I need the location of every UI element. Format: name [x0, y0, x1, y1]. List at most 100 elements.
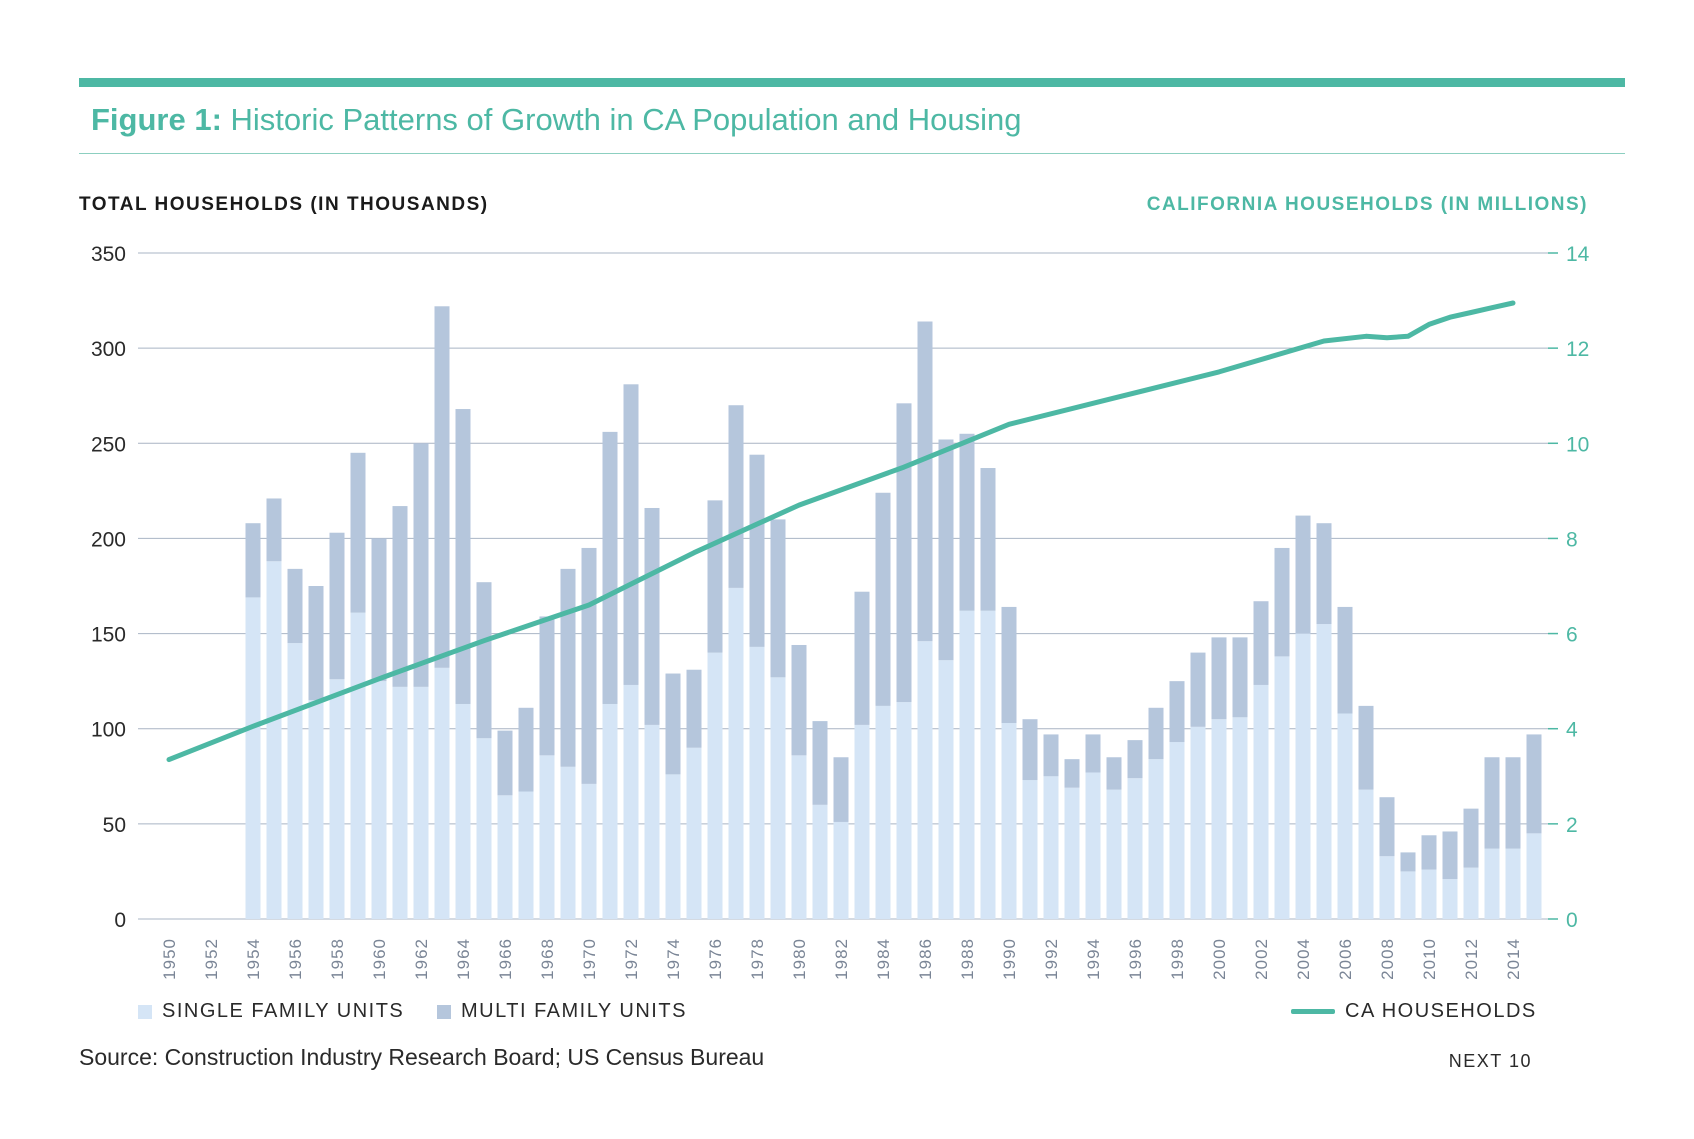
- single-family-swatch: [138, 1004, 152, 1019]
- x-tick-label: 1966: [496, 938, 515, 980]
- bar-single-family: [980, 610, 996, 919]
- bar-multi-family: [812, 721, 828, 805]
- bar-multi-family: [1169, 681, 1185, 743]
- bar-single-family: [1043, 776, 1059, 919]
- bar-multi-family: [833, 757, 849, 822]
- legend-single-family: SINGLE FAMILY UNITS: [138, 1000, 404, 1023]
- bar-multi-family: [980, 468, 996, 611]
- bar-multi-family: [1358, 705, 1374, 790]
- bar-single-family: [1274, 656, 1290, 919]
- bar-multi-family: [1505, 757, 1521, 849]
- x-tick-label: 1972: [622, 938, 641, 980]
- bar-single-family: [1148, 759, 1164, 919]
- bar-single-family: [1127, 778, 1143, 919]
- bar-multi-family: [308, 586, 324, 701]
- bar-multi-family: [1043, 734, 1059, 777]
- legend-single-family-label: SINGLE FAMILY UNITS: [162, 1000, 405, 1022]
- left-tick-label: 250: [91, 433, 126, 456]
- bar-multi-family: [1064, 759, 1080, 788]
- x-tick-label: 1998: [1168, 938, 1187, 980]
- bar-multi-family: [476, 582, 492, 739]
- left-tick-label: 100: [91, 719, 126, 742]
- x-tick-label: 1994: [1084, 938, 1103, 980]
- x-tick-label: 1962: [412, 938, 431, 980]
- bar-single-family: [1337, 713, 1353, 919]
- legend-ca-households-label: CA HOUSEHOLDS: [1345, 1000, 1537, 1022]
- x-tick-label: 2012: [1462, 938, 1481, 980]
- left-tick-label: 150: [91, 624, 126, 647]
- bar-multi-family: [392, 506, 408, 687]
- x-tick-label: 1950: [160, 938, 179, 980]
- x-tick-label: 1968: [538, 938, 557, 980]
- bar-multi-family: [1148, 707, 1164, 760]
- bar-single-family: [1106, 789, 1122, 919]
- bar-single-family: [686, 747, 702, 919]
- bar-single-family: [770, 677, 786, 919]
- bar-single-family: [938, 660, 954, 919]
- x-tick-label: 1986: [916, 938, 935, 980]
- bar-single-family: [791, 755, 807, 919]
- x-tick-label: 1952: [202, 938, 221, 980]
- bar-multi-family: [1106, 757, 1122, 790]
- bar-multi-family: [518, 707, 534, 792]
- bar-multi-family: [875, 492, 891, 706]
- right-tick-label: 2: [1566, 814, 1578, 837]
- bar-single-family: [266, 561, 282, 919]
- bar-multi-family: [770, 519, 786, 678]
- bar-multi-family: [917, 321, 933, 642]
- left-tick-label: 50: [103, 814, 126, 837]
- bar-multi-family: [1400, 852, 1416, 872]
- x-tick-label: 2008: [1378, 938, 1397, 980]
- bar-multi-family: [1190, 652, 1206, 727]
- x-tick-label: 1960: [370, 938, 389, 980]
- bar-multi-family: [350, 452, 366, 613]
- bar-multi-family: [434, 306, 450, 668]
- bar-multi-family: [896, 403, 912, 703]
- bar-single-family: [1379, 856, 1395, 919]
- bar-multi-family: [686, 669, 702, 748]
- bar-multi-family: [1232, 637, 1248, 718]
- bar-multi-family: [371, 538, 387, 682]
- bar-multi-family: [1085, 734, 1101, 773]
- top-accent-rule: [79, 78, 1625, 87]
- x-tick-label: 1958: [328, 938, 347, 980]
- bar-single-family: [1526, 833, 1542, 919]
- bar-multi-family: [1442, 831, 1458, 880]
- x-tick-label: 2006: [1336, 938, 1355, 980]
- right-axis-title: CALIFORNIA HOUSEHOLDS (IN MILLIONS): [1146, 194, 1588, 215]
- bar-series: [245, 306, 1542, 919]
- bar-multi-family: [560, 568, 576, 767]
- bar-single-family: [875, 705, 891, 919]
- figure-title-text: Historic Patterns of Growth in CA Popula…: [230, 102, 1022, 137]
- bar-multi-family: [665, 673, 681, 775]
- x-tick-label: 1980: [790, 938, 809, 980]
- bar-multi-family: [1253, 601, 1269, 685]
- x-axis-ticks: 1950 1952 1954 1956 1958 1960 1962 1964 1966 1968…: [160, 938, 1523, 980]
- right-tick-label: 4: [1566, 719, 1578, 742]
- bar-single-family: [1001, 723, 1017, 919]
- bar-single-family: [1463, 867, 1479, 919]
- bar-multi-family: [287, 568, 303, 644]
- multi-family-swatch: [437, 1004, 451, 1019]
- x-tick-label: 1996: [1126, 938, 1145, 980]
- bar-single-family: [581, 783, 597, 919]
- left-axis-title: TOTAL HOUSEHOLDS (IN THOUSANDS): [79, 194, 489, 215]
- bar-single-family: [623, 684, 639, 919]
- bar-single-family: [1211, 719, 1227, 919]
- bar-single-family: [1358, 789, 1374, 919]
- bar-single-family: [245, 597, 261, 919]
- x-tick-label: 1964: [454, 938, 473, 980]
- bar-multi-family: [581, 547, 597, 784]
- right-tick-label: 8: [1566, 528, 1578, 551]
- bar-single-family: [329, 679, 345, 919]
- x-tick-label: 1984: [874, 938, 893, 980]
- bar-multi-family: [707, 500, 723, 653]
- bar-single-family: [455, 703, 471, 919]
- legend-ca-households: CA HOUSEHOLDS: [1291, 1000, 1537, 1023]
- bar-multi-family: [1337, 606, 1353, 714]
- x-tick-label: 2010: [1420, 938, 1439, 980]
- bar-single-family: [1085, 772, 1101, 919]
- bar-multi-family: [1463, 808, 1479, 868]
- bar-single-family: [854, 724, 870, 919]
- bar-multi-family: [1295, 515, 1311, 634]
